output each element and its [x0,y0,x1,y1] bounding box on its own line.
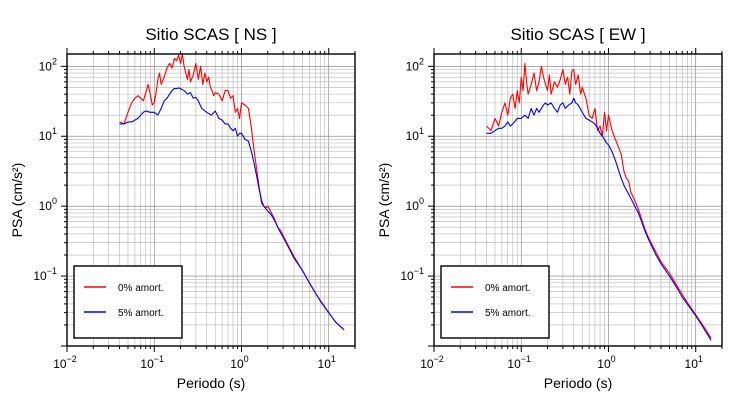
y-tick-label: 101 [39,126,57,143]
x-tick-exponent: 0 [611,354,616,364]
x-tick-exponent: −1 [154,354,164,364]
plot-frame [433,53,723,347]
legend-box [440,265,550,339]
y-tick-exponent: 2 [419,56,424,66]
x-tick-label: 10−2 [53,354,77,371]
legend-box [73,265,183,339]
x-axis-label: Periodo (s) [544,375,612,391]
y-axis-label: PSA (cm/s²) [9,163,25,238]
y-tick-label: 102 [406,56,424,73]
x-tick-label: 101 [318,354,336,371]
legend-label: 0% amort. [485,283,531,294]
y-tick-label: 101 [406,126,424,143]
chart-panel-ns: Sitio SCAS [ NS ] Periodo (s) PSA (cm/s²… [9,25,356,391]
y-axis-label: PSA (cm/s²) [376,163,392,238]
chart-title: Sitio SCAS [ EW ] [510,25,645,44]
chart-panel-ew: Sitio SCAS [ EW ] Periodo (s) PSA (cm/s²… [376,25,723,391]
x-tick-exponent: 1 [331,354,336,364]
x-tick-exponent: 0 [244,354,249,364]
y-tick-label: 100 [406,196,424,213]
x-tick-label: 100 [597,354,615,371]
x-tick-label: 10−1 [507,354,531,371]
chart-title: Sitio SCAS [ NS ] [145,25,276,44]
legend: 0% amort. 5% amort. [73,265,183,339]
x-tick-label: 10−2 [420,354,444,371]
legend-label: 5% amort. [485,308,531,319]
y-tick-exponent: −1 [414,266,424,276]
y-tick-exponent: 1 [419,126,424,136]
x-tick-exponent: −2 [434,354,444,364]
y-tick-exponent: 1 [52,126,57,136]
legend-label: 5% amort. [118,308,164,319]
series-line-blue [486,97,712,341]
x-tick-label: 100 [230,354,248,371]
y-tick-label: 10−1 [400,266,424,283]
legend: 0% amort. 5% amort. [440,265,550,339]
plot-frame [66,53,356,347]
y-tick-label: 10−1 [33,266,57,283]
y-tick-exponent: 2 [52,56,57,66]
y-tick-label: 100 [39,196,57,213]
y-tick-label: 102 [39,56,57,73]
x-axis-label: Periodo (s) [177,375,245,391]
y-tick-exponent: −1 [47,266,57,276]
series-line-red [486,62,712,339]
y-tick-exponent: 0 [52,196,57,206]
y-tick-exponent: 0 [419,196,424,206]
series-line-red [119,53,345,331]
x-tick-label: 10−1 [140,354,164,371]
x-tick-exponent: −1 [521,354,531,364]
x-tick-exponent: −2 [67,354,77,364]
x-tick-exponent: 1 [698,354,703,364]
series-line-blue [119,87,345,331]
legend-label: 0% amort. [118,283,164,294]
x-tick-label: 101 [685,354,703,371]
